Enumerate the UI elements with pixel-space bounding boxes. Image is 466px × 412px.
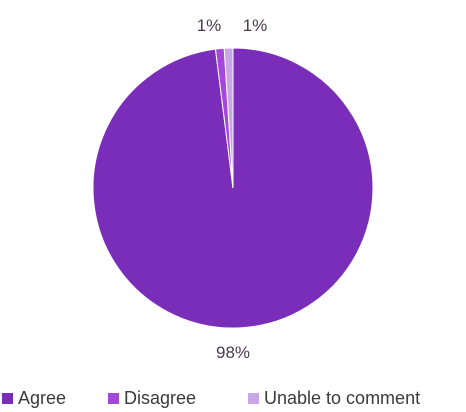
legend-label-unable-to-comment: Unable to comment	[264, 388, 420, 408]
pie-slice-unable-to-comment	[223, 47, 234, 189]
data-label-disagree: 1%	[197, 16, 222, 35]
legend-label-agree: Agree	[18, 388, 66, 408]
legend-swatch-unable-to-comment	[248, 393, 259, 404]
legend-swatch-disagree	[108, 393, 119, 404]
data-label-unable-to-comment: 1%	[243, 16, 268, 35]
legend-swatch-agree	[2, 393, 13, 404]
data-label-agree: 98%	[216, 343, 250, 362]
legend-label-disagree: Disagree	[124, 388, 196, 408]
